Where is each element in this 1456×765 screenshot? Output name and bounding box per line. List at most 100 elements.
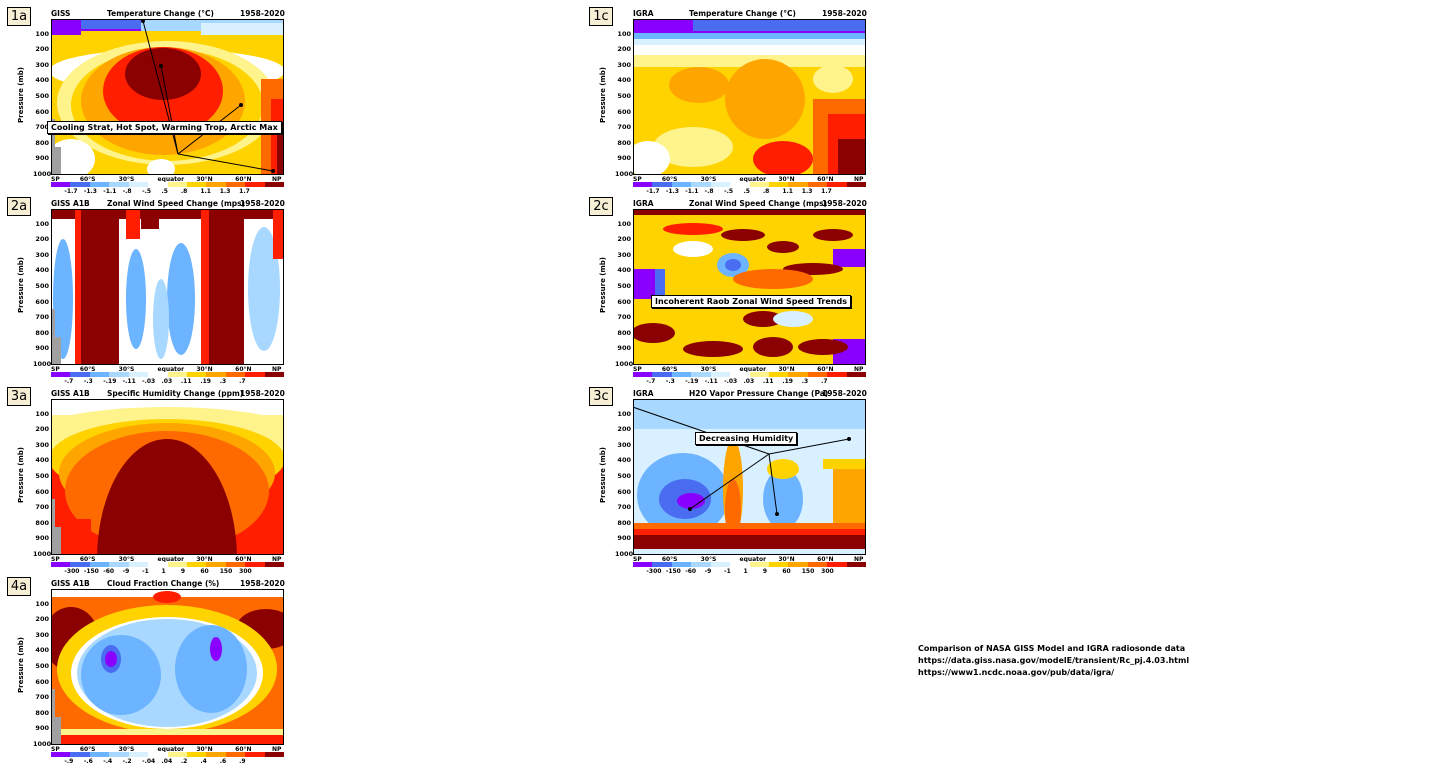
- colorbar-swatch: [671, 562, 692, 567]
- y-tick-label: 800: [617, 138, 631, 147]
- panel-label-3c: 3c: [589, 387, 613, 406]
- colorbar-label: -60: [685, 568, 697, 575]
- colorbar-label: 300: [821, 568, 834, 575]
- colorbar-swatch: [245, 182, 265, 187]
- heatmap-svg-3a: [51, 399, 284, 555]
- heatmap-region: [51, 139, 95, 175]
- x-tick-label: 60°S: [79, 176, 96, 183]
- colorbar-label: -.6: [83, 758, 93, 765]
- heatmap-region: [733, 269, 813, 289]
- colorbar-swatch: [206, 372, 226, 377]
- caption-line-3: https://www1.ncdc.noaa.gov/pub/data/igra…: [918, 668, 1115, 677]
- colorbar-swatch: [807, 562, 828, 567]
- colorbar-swatch: [768, 372, 789, 377]
- colorbar-label: 1.7: [821, 188, 832, 195]
- panel-label-4a: 4a: [7, 577, 31, 596]
- heatmap-region: [51, 19, 81, 35]
- heatmap-region: [633, 55, 866, 67]
- y-axis-label: Pressure (mb): [599, 67, 607, 123]
- colorbar-label: 150: [219, 568, 233, 575]
- colorbar-label: 1.1: [782, 188, 793, 195]
- y-tick-label: 200: [617, 425, 631, 434]
- colorbar-label: 1.3: [219, 188, 231, 195]
- colorbar-label: .5: [161, 188, 168, 195]
- y-tick-label: 100: [617, 409, 631, 418]
- colorbar-swatch: [730, 562, 750, 567]
- x-tick-label: 60°N: [817, 366, 834, 373]
- x-tick-label: SP: [51, 176, 60, 183]
- heatmap-plot-3a: [51, 399, 284, 555]
- panel-label-3a: 3a: [7, 387, 31, 406]
- y-tick-label: 300: [35, 250, 49, 259]
- heatmap-region: [633, 209, 866, 215]
- x-tick-label: 60°S: [79, 366, 96, 373]
- colorbar-label: 60: [782, 568, 791, 575]
- colorbar-swatch: [128, 182, 149, 187]
- y-tick-label: 1000: [33, 740, 52, 748]
- annotation-box-2c: Incoherent Raob Zonal Wind Speed Trends: [651, 295, 851, 308]
- y-tick-label: 600: [617, 107, 631, 116]
- colorbar-swatch: [827, 182, 847, 187]
- x-tick-label: 30°N: [196, 746, 213, 753]
- colorbar-swatch: [846, 182, 867, 187]
- heatmap-region: [663, 223, 723, 235]
- y-axis-label: Pressure (mb): [17, 447, 25, 503]
- heatmap-region: [753, 337, 793, 357]
- caption-line-2: https://data.giss.nasa.gov/modelE/transi…: [918, 656, 1190, 665]
- heatmap-plot-4a: [51, 589, 284, 745]
- colorbar-swatch: [128, 372, 149, 377]
- colorbar-swatch: [128, 752, 149, 757]
- colorbar-swatch: [70, 372, 90, 377]
- heatmap-region: [97, 439, 237, 555]
- plot-frame: [51, 399, 284, 555]
- colorbar-label: -.4: [103, 758, 113, 765]
- panel-years-4a: 1958-2020: [240, 579, 285, 588]
- x-tick-label: 60°N: [235, 176, 252, 183]
- y-tick-label: 700: [35, 503, 49, 512]
- colorbar-3a: [51, 562, 285, 567]
- panel-title-2c: Zonal Wind Speed Change (mps): [689, 199, 828, 208]
- x-tick-label: 30°S: [700, 176, 717, 183]
- x-tick-label: 60°N: [235, 746, 252, 753]
- terrain-mask: [51, 309, 61, 365]
- colorbar-label: .8: [762, 188, 770, 195]
- y-tick-label: 500: [617, 472, 631, 480]
- y-tick-label: 900: [617, 344, 631, 353]
- colorbar-swatch: [206, 182, 226, 187]
- colorbar-label: -300: [64, 568, 80, 575]
- colorbar-swatch: [710, 182, 731, 187]
- colorbar-swatch: [827, 372, 847, 377]
- colorbar-swatch: [730, 372, 750, 377]
- heatmap-region: [53, 239, 73, 359]
- panel-source-2c: IGRA: [633, 199, 654, 208]
- heatmap-region: [693, 19, 866, 31]
- y-tick-label: 800: [617, 328, 631, 337]
- y-tick-label: 400: [617, 76, 631, 85]
- colorbar-swatch: [109, 182, 129, 187]
- colorbar-label: 300: [239, 568, 252, 575]
- heatmap-svg-2a: [51, 209, 284, 365]
- colorbar-label: -150: [665, 568, 681, 575]
- colorbar-swatch: [225, 372, 246, 377]
- heatmap-plot-2a: [51, 209, 284, 365]
- colorbar-label: -1.7: [64, 188, 78, 195]
- colorbar-swatch: [167, 752, 187, 757]
- colorbar-label: -.19: [685, 378, 699, 385]
- y-tick-label: 500: [35, 92, 49, 100]
- annotation-leader: [160, 65, 179, 155]
- colorbar-label: -1: [724, 568, 731, 575]
- heatmap-region: [725, 59, 805, 139]
- colorbar-swatch: [245, 752, 265, 757]
- colorbar-swatch: [70, 752, 90, 757]
- colorbar-label: .03: [743, 378, 755, 385]
- y-tick-label: 1000: [33, 550, 52, 558]
- x-tick-label: 30°S: [700, 556, 717, 563]
- heatmap-region: [823, 459, 866, 469]
- panel-years-1c: 1958-2020: [822, 9, 867, 18]
- annotation-dot: [141, 19, 145, 23]
- panel-source-1a: GISS: [51, 9, 71, 18]
- caption: Comparison of NASA GISS Model and IGRA r…: [918, 643, 1189, 679]
- colorbar-label: -.04: [142, 758, 156, 765]
- colorbar-swatch: [167, 182, 187, 187]
- colorbar-label: -1.1: [103, 188, 117, 195]
